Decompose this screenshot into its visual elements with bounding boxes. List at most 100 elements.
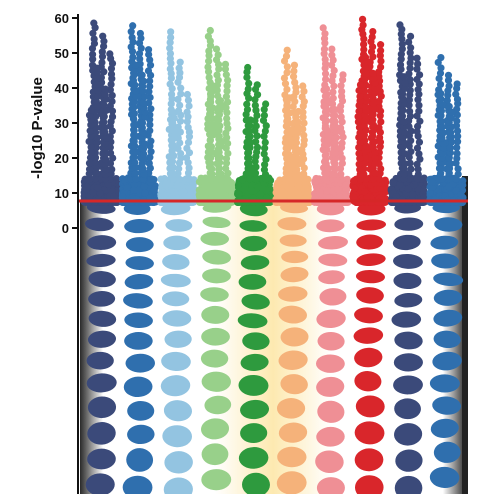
data-point	[284, 115, 292, 123]
data-point	[415, 138, 424, 146]
data-points	[80, 15, 467, 207]
data-point	[216, 122, 224, 130]
data-point	[323, 96, 332, 104]
data-point	[283, 46, 291, 54]
chromosome-blob	[432, 396, 461, 415]
data-point	[323, 91, 331, 99]
data-point	[274, 179, 282, 187]
y-axis: 0 10 20 30 40 50 60	[55, 11, 78, 236]
data-point	[132, 87, 140, 95]
data-point	[176, 101, 184, 109]
data-point	[321, 122, 330, 130]
chromosome-blob	[238, 374, 269, 396]
chromosome-blob	[200, 349, 229, 368]
data-point	[415, 101, 423, 109]
data-point	[167, 90, 176, 98]
data-point	[94, 92, 102, 100]
data-point	[370, 126, 378, 134]
data-point	[85, 165, 94, 173]
chromosome-blob	[433, 441, 461, 463]
data-point	[183, 90, 191, 99]
data-point	[291, 78, 299, 87]
data-point	[398, 155, 406, 163]
data-point	[396, 61, 405, 69]
data-point	[453, 149, 461, 158]
chromosome-blob	[242, 332, 270, 350]
data-point	[454, 132, 462, 140]
data-point	[94, 86, 102, 94]
chromosome-blob	[433, 330, 461, 349]
data-point	[85, 159, 94, 167]
data-point	[337, 113, 345, 121]
data-point	[361, 76, 369, 84]
data-point	[167, 33, 175, 42]
data-point	[292, 144, 300, 152]
data-point	[130, 186, 138, 194]
data-point	[132, 175, 140, 183]
data-point	[215, 148, 223, 156]
data-point	[207, 160, 215, 168]
data-point	[253, 81, 261, 89]
data-point	[135, 50, 144, 58]
data-point	[132, 148, 140, 156]
chromosome-blob	[124, 273, 154, 290]
data-point	[147, 105, 155, 113]
data-point	[260, 105, 268, 114]
data-point	[359, 21, 367, 29]
data-point	[253, 143, 262, 151]
data-point	[175, 64, 183, 72]
chromosome-blob	[317, 332, 345, 351]
data-point	[93, 74, 101, 82]
data-point	[439, 101, 447, 109]
chromosome-blob	[200, 418, 230, 440]
data-point	[438, 117, 446, 126]
chromosome-blob	[204, 395, 232, 415]
data-point	[145, 159, 153, 167]
data-point	[453, 143, 461, 152]
data-point	[100, 101, 108, 109]
data-point	[146, 153, 154, 161]
data-point	[254, 183, 262, 191]
data-point	[369, 110, 377, 119]
chromosome-blob	[201, 469, 232, 491]
data-point	[316, 188, 324, 197]
data-point	[94, 102, 102, 111]
chromosome-blob	[127, 401, 155, 421]
chromosome-blob	[162, 310, 192, 327]
data-point	[168, 136, 177, 144]
chromosome-blob	[86, 351, 114, 370]
chromosome-blob	[433, 289, 463, 306]
chromosome-blob	[278, 350, 308, 370]
data-point	[206, 136, 214, 145]
data-point	[223, 114, 231, 123]
chromosome-blob	[86, 253, 116, 267]
chromosome-blob	[395, 449, 423, 472]
chromosome-blob	[124, 332, 153, 350]
data-point	[212, 45, 221, 53]
data-point	[437, 95, 445, 103]
data-point	[285, 126, 293, 134]
chromosome-blob	[88, 291, 116, 307]
chromosome-blob	[280, 374, 308, 395]
data-point	[369, 116, 377, 124]
data-point	[331, 165, 340, 173]
data-point	[285, 160, 294, 169]
data-point	[170, 109, 178, 117]
data-point	[333, 185, 342, 193]
data-point	[408, 190, 417, 199]
data-point	[93, 134, 101, 142]
chromosome-blob	[277, 217, 307, 231]
data-point	[166, 80, 174, 88]
data-point	[436, 69, 445, 77]
chromosome-blob	[430, 418, 459, 438]
data-point	[356, 81, 365, 89]
data-point	[222, 183, 230, 191]
data-point	[377, 118, 385, 126]
chromosome-blob	[353, 327, 384, 344]
data-point	[362, 93, 370, 101]
data-point	[319, 24, 327, 32]
data-point	[356, 129, 364, 137]
chromosome-blob	[393, 375, 423, 395]
chromosome-blob	[354, 448, 384, 472]
data-point	[185, 102, 193, 110]
